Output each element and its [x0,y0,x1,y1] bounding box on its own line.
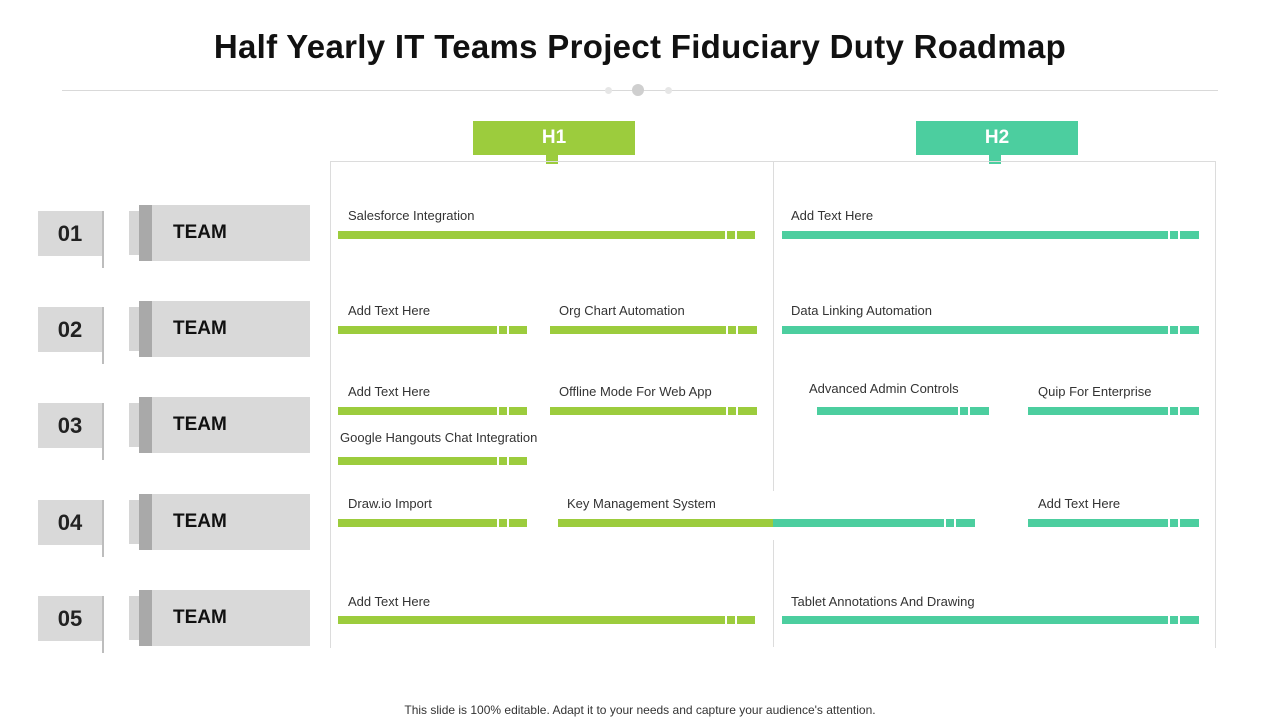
task-bar-h1-part [558,519,773,527]
task-label: Add Text Here [1038,496,1121,511]
half-header-h1-tab [546,155,558,164]
task-label: Key Management System [567,496,716,511]
task-bar [338,407,527,415]
task-bar [782,326,1199,334]
task-bar-h2-part [773,519,975,527]
half-header-h1: H1 [473,121,635,155]
task-label: Salesforce Integration [348,208,475,223]
task-label: Quip For Enterprise [1038,384,1152,399]
team-label: TEAM [152,301,310,357]
divider-dot-center [632,84,644,96]
task-label: Add Text Here [348,384,431,399]
divider-dot-right [665,87,672,94]
task-marker [958,405,970,417]
row-number-tail [102,596,104,653]
task-bar [338,457,527,465]
task-marker [726,405,738,417]
team-label: TEAM [152,397,310,453]
row-number: 03 [38,403,102,448]
task-label: Add Text Here [348,594,431,609]
task-marker [1168,405,1180,417]
row-number: 05 [38,596,102,641]
footer-note: This slide is 100% editable. Adapt it to… [404,703,876,717]
task-bar [338,616,755,624]
row-number-tail [102,403,104,460]
task-bar [550,407,757,415]
task-marker [497,324,509,336]
task-bar [782,616,1199,624]
row-number-tail [102,500,104,557]
row-number: 02 [38,307,102,352]
task-label: Add Text Here [791,208,874,223]
team-label: TEAM [152,205,310,261]
team-tab-fold [139,494,153,550]
task-marker [1168,517,1180,529]
task-bar [817,407,989,415]
task-label: Data Linking Automation [791,303,932,318]
page-title: Half Yearly IT Teams Project Fiduciary D… [213,28,1067,65]
task-label: Google Hangouts Chat Integration [340,430,538,445]
task-marker [1168,614,1180,626]
team-label: TEAM [152,494,310,550]
task-marker [725,614,737,626]
row-number-tail [102,307,104,364]
task-bar [338,519,527,527]
team-tab-fold [139,205,153,261]
task-bar [338,326,527,334]
task-bar [1028,407,1199,415]
half-header-h2: H2 [916,121,1078,155]
task-marker [725,229,737,241]
row-number-tail [102,211,104,268]
task-bar [550,326,757,334]
task-marker [497,517,509,529]
team-label: TEAM [152,590,310,646]
task-label: Offline Mode For Web App [559,384,712,399]
divider-dot-left [605,87,612,94]
task-marker [944,517,956,529]
task-marker [726,324,738,336]
task-label: Draw.io Import [348,496,432,511]
task-bar [1028,519,1199,527]
team-tab-fold [139,590,153,646]
task-label: Tablet Annotations And Drawing [791,594,975,609]
task-marker [497,405,509,417]
half-header-h2-tab [989,155,1001,164]
row-number: 01 [38,211,102,256]
task-marker [1168,229,1180,241]
task-label: Add Text Here [348,303,431,318]
task-label: Advanced Admin Controls [809,381,959,396]
team-tab-fold [139,397,153,453]
row-number: 04 [38,500,102,545]
task-marker [1168,324,1180,336]
half-divider-line-lower [773,540,774,647]
team-tab-fold [139,301,153,357]
half-divider-line [773,161,774,491]
task-marker [497,455,509,467]
task-bar [782,231,1199,239]
task-bar [338,231,755,239]
task-label: Org Chart Automation [559,303,685,318]
